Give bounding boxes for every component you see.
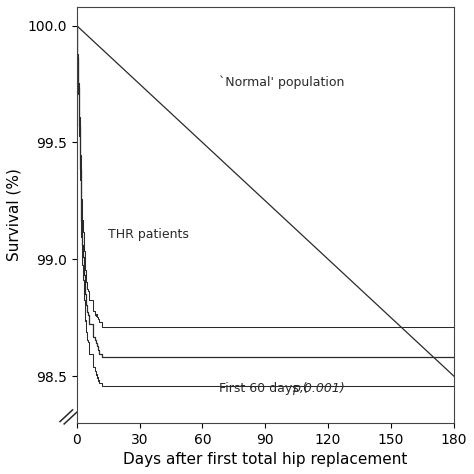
Text: THR patients: THR patients	[108, 228, 189, 241]
Text: `Normal' population: `Normal' population	[219, 76, 345, 90]
Y-axis label: Survival (%): Survival (%)	[7, 168, 22, 261]
Text: p,0.001): p,0.001)	[292, 383, 345, 395]
X-axis label: Days after first total hip replacement: Days after first total hip replacement	[123, 452, 408, 467]
Text: First 60 days (: First 60 days (	[219, 383, 308, 395]
